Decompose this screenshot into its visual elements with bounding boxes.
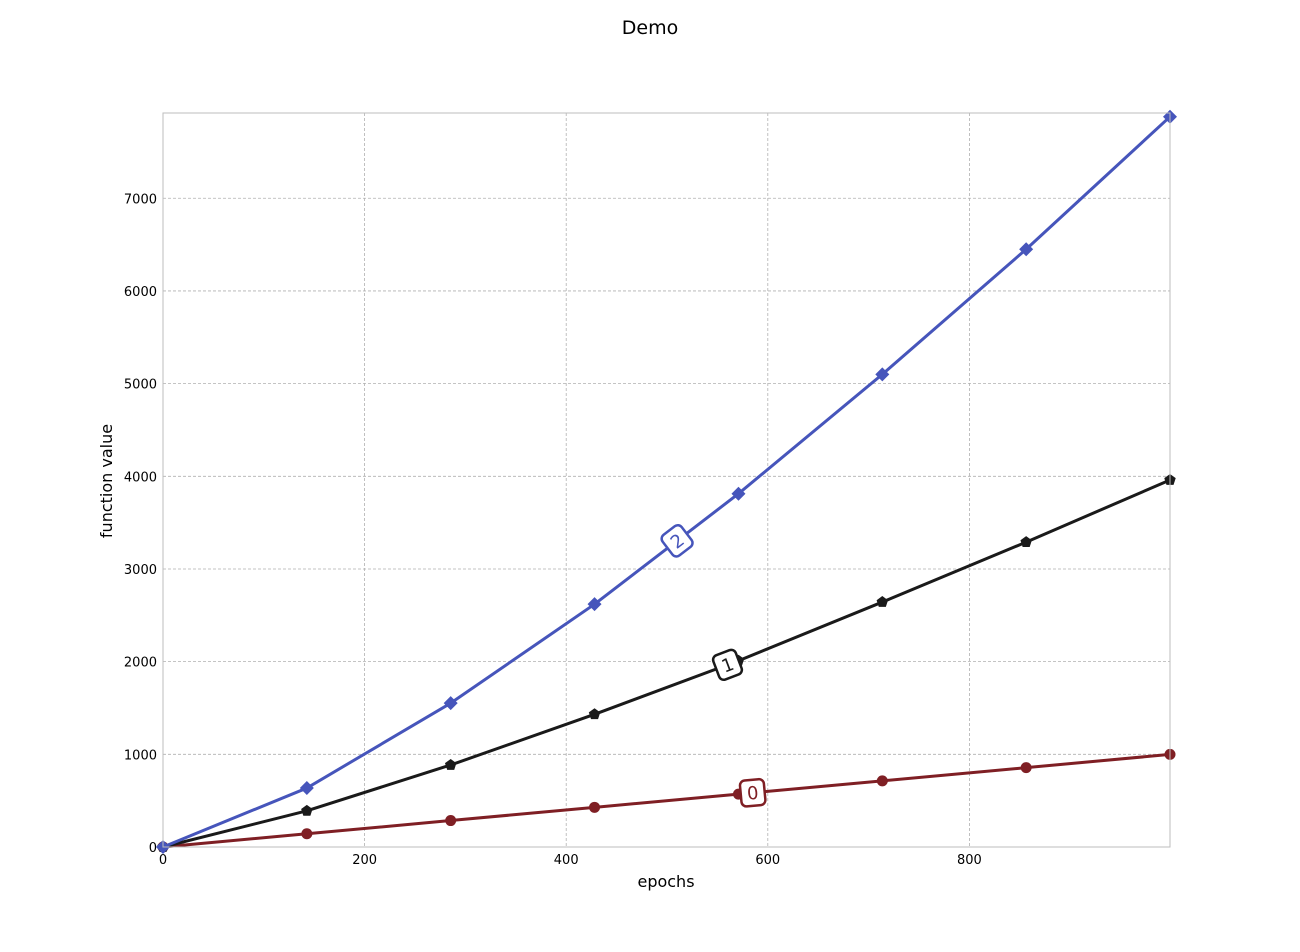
y-tick-label: 3000 [124,563,157,578]
series-inline-label: 2 [660,523,694,558]
series-line [162,752,1171,849]
data-point [875,367,890,382]
y-tick-label: 4000 [124,470,157,485]
inline-label-box [738,777,767,808]
y-tick-label: 1000 [124,748,157,763]
y-axis-label: function value [97,424,116,538]
series-1: 1 [157,474,1176,852]
inline-label-box [711,648,744,682]
data-point [587,597,602,612]
data-point [299,781,314,796]
x-tick-label: 600 [755,853,780,868]
data-point [876,775,888,787]
data-point [588,708,601,720]
x-axis-ticks: 0 200 400 600 800 [159,853,982,868]
inline-label-box [660,523,694,558]
series-inline-label: 0 [738,777,767,808]
data-point [445,815,457,827]
x-tick-label: 400 [554,853,579,868]
data-point [1019,242,1034,257]
data-point [444,758,457,770]
y-tick-label: 2000 [124,656,157,671]
x-tick-label: 800 [957,853,982,868]
y-tick-label: 7000 [124,192,157,207]
y-tick-label: 0 [149,841,157,856]
data-point [589,801,601,813]
data-point [1020,762,1032,774]
data-point [731,486,746,501]
chart-title: Demo [622,17,678,39]
inline-label-text: 0 [746,783,759,805]
series-group: 0 1 2 [156,109,1177,854]
data-point [1020,536,1032,547]
y-tick-label: 5000 [124,378,157,393]
series-inline-label: 1 [711,648,744,682]
data-point [876,596,889,607]
x-tick-label: 0 [159,853,167,868]
data-point [301,828,313,840]
y-tick-label: 6000 [124,285,157,300]
series-2: 2 [156,109,1177,854]
grid [162,113,1170,848]
y-axis-ticks: 0 1000 2000 3000 4000 5000 6000 7000 [124,192,157,856]
series-line [162,478,1171,849]
series-0: 0 [157,748,1176,853]
plot-frame [162,112,1171,848]
series-line [162,115,1172,849]
data-point [301,804,313,816]
x-tick-label: 200 [352,853,377,868]
data-point [443,696,458,711]
x-axis-label: epochs [637,872,694,891]
